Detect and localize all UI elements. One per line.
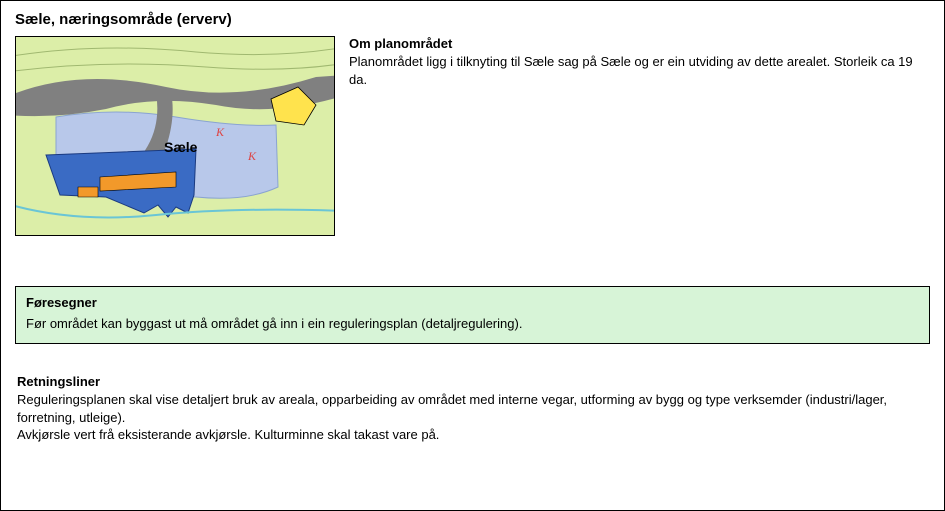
about-column: Om planområdet Planområdet ligg i tilkny… [349,36,930,88]
map-place-label: Sæle [164,139,197,155]
top-row: Sæle K K Om planområdet Planområdet ligg… [15,36,930,236]
page-title: Sæle, næringsområde (erverv) [15,11,930,28]
retningsliner-heading: Retningsliner [17,374,928,389]
map-k-mark-1: K [216,125,224,140]
map-building-2 [78,187,98,197]
map-k-mark-2: K [248,149,256,164]
retningsliner-section: Retningsliner Reguleringsplanen skal vis… [15,374,930,444]
foresegner-body: Før området kan byggast ut må området gå… [26,316,919,331]
plan-map: Sæle K K [15,36,335,236]
map-svg [16,37,335,236]
foresegner-heading: Føresegner [26,295,919,310]
foresegner-box: Føresegner Før området kan byggast ut må… [15,286,930,344]
plan-document: Sæle, næringsområde (erverv) [0,0,945,511]
retningsliner-body: Reguleringsplanen skal vise detaljert br… [17,391,928,444]
about-heading: Om planområdet [349,36,930,51]
about-body: Planområdet ligg i tilknyting til Sæle s… [349,53,930,88]
